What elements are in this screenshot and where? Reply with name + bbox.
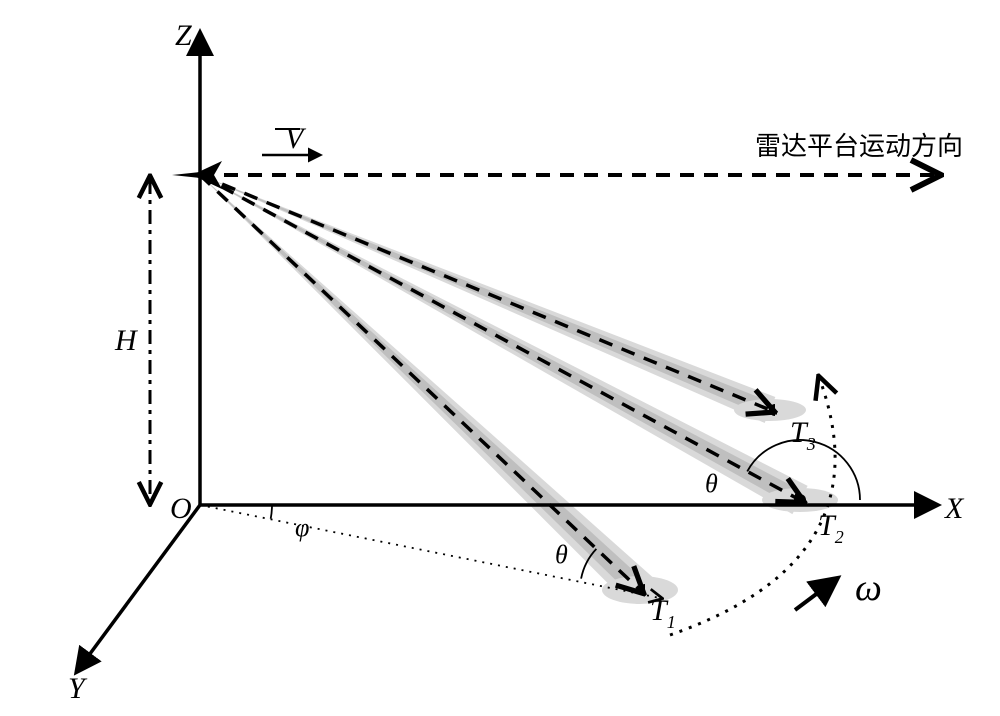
- label-V: V: [285, 122, 307, 155]
- label-H: H: [114, 324, 139, 357]
- label-phi: φ: [295, 513, 309, 542]
- axis-Y: [78, 505, 200, 670]
- coordinate-axes: [78, 35, 935, 670]
- label-T1: T1: [650, 594, 676, 632]
- label-Z: Z: [175, 19, 192, 52]
- label-Y: Y: [68, 672, 88, 705]
- text-labels: Z X Y O V 雷达平台运动方向 Hφ θ θ ω T1 T2 T3: [68, 19, 965, 705]
- label-theta-2: θ: [705, 469, 718, 498]
- label-O: O: [170, 492, 192, 525]
- label-T3: T3: [790, 416, 816, 454]
- label-X: X: [944, 492, 965, 525]
- label-theta-1: θ: [555, 540, 568, 569]
- label-omega: ω: [855, 567, 882, 609]
- omega-direction-arrow: [795, 580, 835, 610]
- label-T2: T2: [818, 509, 844, 547]
- radar-platform-icon: [192, 161, 222, 189]
- motion-direction-label: 雷达平台运动方向: [755, 132, 963, 161]
- radar-geometry-diagram: Z X Y O V 雷达平台运动方向 Hφ θ θ ω T1 T2 T3: [0, 0, 1000, 716]
